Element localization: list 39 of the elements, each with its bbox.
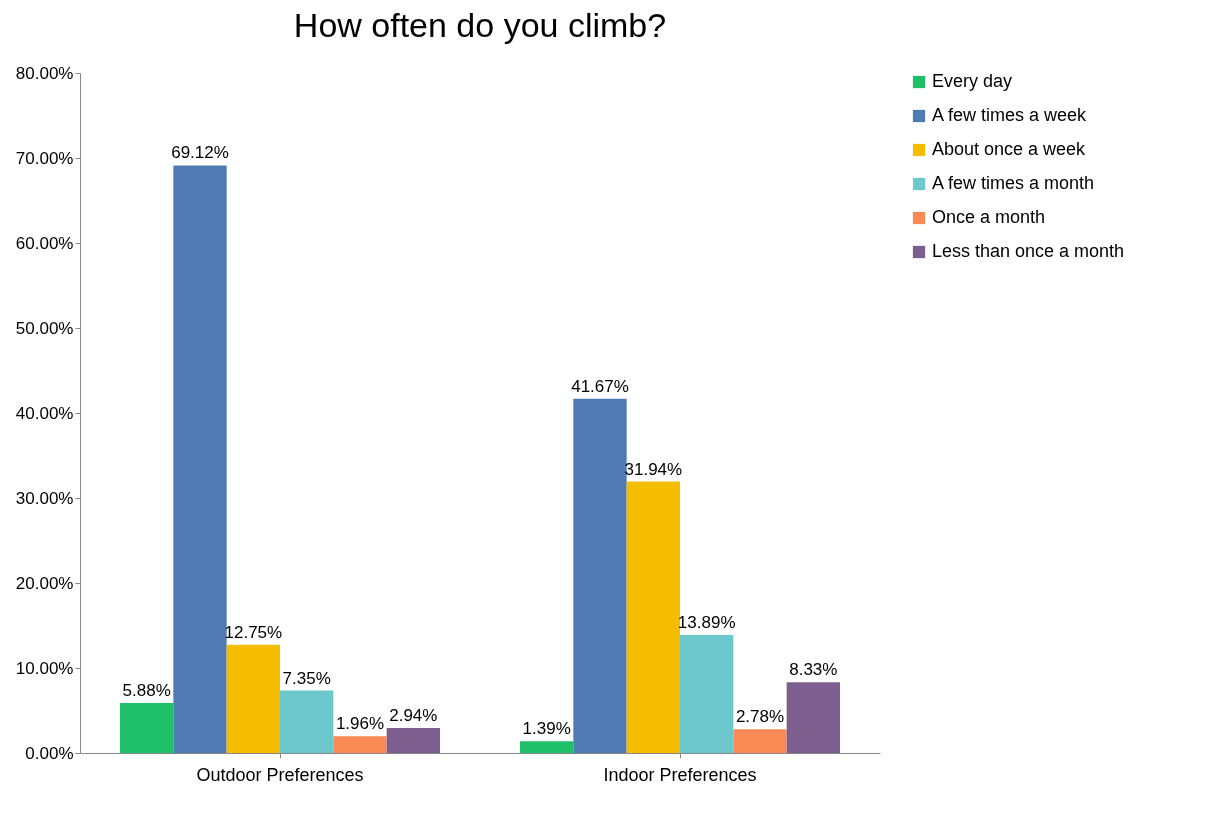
- legend-label: A few times a week: [932, 105, 1088, 125]
- x-tick-label: Indoor Preferences: [603, 764, 757, 785]
- x-tick-label: Outdoor Preferences: [196, 764, 364, 785]
- bar: [733, 729, 787, 753]
- bar: [786, 682, 840, 753]
- data-label: 2.78%: [735, 707, 785, 727]
- y-tick-label: 20.00%: [15, 573, 74, 593]
- y-tick-label: 10.00%: [15, 658, 74, 678]
- bar: [626, 481, 680, 753]
- y-tick-label: 70.00%: [15, 148, 74, 168]
- legend-label: Less than once a month: [932, 241, 1125, 261]
- data-label: 41.67%: [571, 376, 629, 396]
- data-label: 69.12%: [171, 143, 229, 163]
- y-tick-label: 40.00%: [15, 403, 74, 423]
- legend-label: About once a week: [932, 139, 1087, 159]
- legend-label: Once a month: [932, 207, 1046, 227]
- y-tick-label: 60.00%: [15, 233, 74, 253]
- data-label: 8.33%: [789, 660, 838, 680]
- bar: [226, 644, 280, 753]
- legend-label: Every day: [932, 71, 1013, 91]
- y-tick-label: 80.00%: [15, 63, 74, 83]
- data-label: 5.88%: [122, 681, 171, 701]
- bar: [520, 741, 574, 753]
- bar: [573, 398, 627, 753]
- legend-label: A few times a month: [932, 173, 1095, 193]
- bar: [333, 736, 387, 753]
- data-label: 1.96%: [335, 714, 385, 734]
- bar: [120, 703, 174, 753]
- chart-title: How often do you climb?: [293, 6, 667, 44]
- bar: [173, 165, 227, 753]
- bar: [386, 728, 440, 753]
- y-tick-label: 50.00%: [15, 318, 74, 338]
- bar: [680, 634, 734, 753]
- bar: [280, 690, 334, 753]
- data-label: 2.94%: [389, 706, 438, 726]
- data-label: 1.39%: [522, 719, 571, 739]
- data-label: 7.35%: [282, 668, 331, 688]
- y-tick-label: 30.00%: [15, 488, 74, 508]
- y-tick-label: 0.00%: [25, 743, 74, 763]
